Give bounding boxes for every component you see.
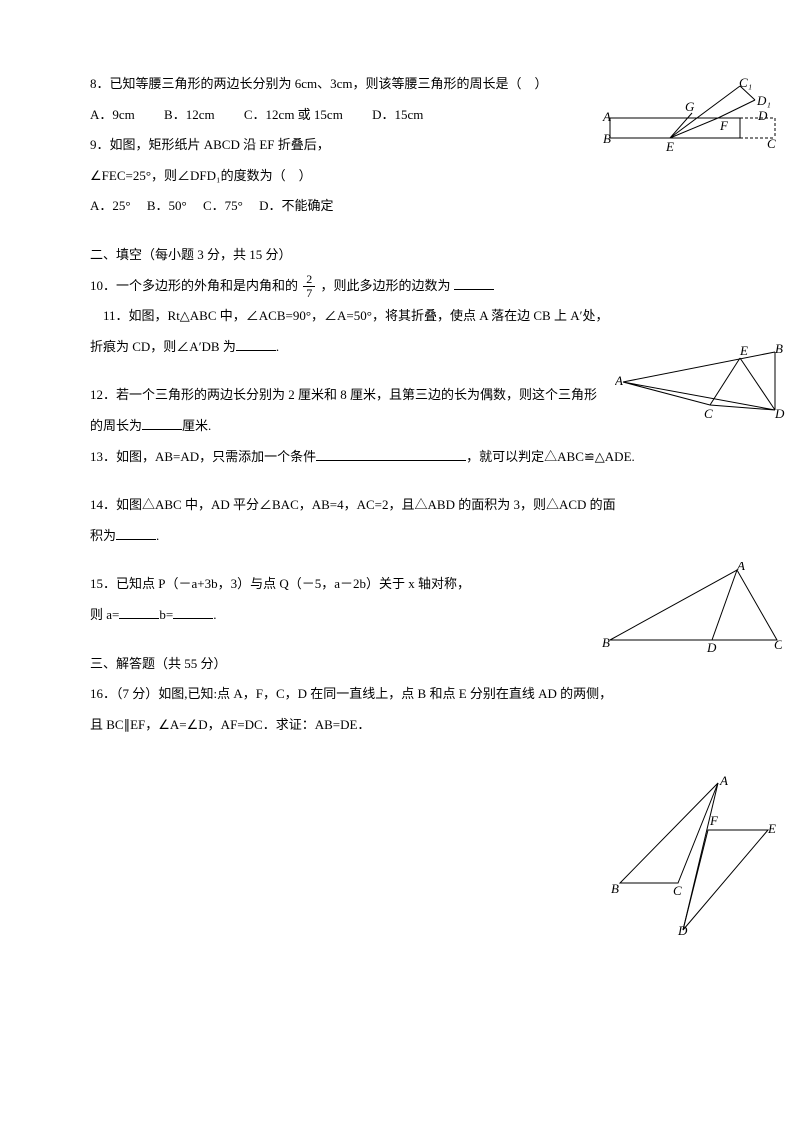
q15-pre: 则 a=	[90, 607, 119, 622]
label-D: D	[677, 923, 688, 935]
q11-line1: 11．如图，Rt△ABC 中，∠ACB=90°，∠A=50°，将其折叠，使点 A…	[90, 302, 740, 331]
q16-diagram: A B C D E F	[608, 775, 778, 935]
q8-optA: A．9cm	[90, 107, 135, 122]
label-A: A	[736, 562, 745, 573]
label-A: A	[615, 373, 623, 388]
label-B: B	[611, 881, 619, 896]
q9-optB: B．50°	[147, 198, 187, 213]
q9-optC: C．75°	[203, 198, 243, 213]
label-B: B	[775, 341, 783, 356]
section3-heading: 三、解答题（共 55 分）	[90, 650, 740, 679]
label-D1: D₁	[756, 93, 771, 108]
label-F: F	[719, 118, 729, 133]
q12-blank	[142, 417, 182, 430]
label-D: D	[757, 108, 768, 123]
label-A: A	[602, 109, 611, 124]
q14-diagram: A B C D	[602, 562, 782, 652]
q11-post: .	[276, 339, 279, 354]
q14-blank	[116, 527, 156, 540]
label-C: C	[673, 883, 682, 898]
q14-line2: 积为.	[90, 522, 740, 551]
q10-num: 2	[303, 273, 315, 287]
q13-blank	[316, 448, 466, 461]
q12-post: 厘米.	[182, 418, 211, 433]
label-B: B	[603, 131, 611, 146]
section2-heading: 二、填空（每小题 3 分，共 15 分）	[90, 241, 740, 270]
q13: 13．如图，AB=AD，只需添加一个条件 ，就可以判定△ABC≌△ADE.	[90, 443, 740, 472]
q15-mid: b=	[159, 607, 173, 622]
q11-diagram: A B C D E	[615, 340, 785, 420]
q8-optC: C．12cm 或 15cm	[244, 107, 343, 122]
q8-optB: B．12cm	[164, 107, 215, 122]
q12-pre: 的周长为	[90, 418, 142, 433]
q9-diagram: A B C D E F G C₁ D₁	[600, 78, 780, 168]
label-C: C	[774, 637, 782, 652]
q15-blank2	[173, 606, 213, 619]
q10-pre: 10．一个多边形的外角和是内角和的	[90, 278, 298, 293]
q15-post: .	[213, 607, 216, 622]
q8-optD: D．15cm	[372, 107, 423, 122]
label-F: F	[709, 813, 719, 828]
q10-den: 7	[303, 287, 315, 300]
label-C1: C₁	[739, 78, 752, 90]
label-E: E	[739, 343, 748, 358]
q14-post: .	[156, 528, 159, 543]
q13-post: ，就可以判定△ABC≌△ADE.	[466, 449, 635, 464]
fraction-icon: 2 7	[303, 273, 315, 300]
q10-post: ，则此多边形的边数为	[321, 278, 454, 293]
q11-pre: 折痕为 CD，则∠A′DB 为	[90, 339, 236, 354]
label-D: D	[774, 406, 785, 420]
q11-blank	[236, 338, 276, 351]
q14-line1: 14．如图△ABC 中，AD 平分∠BAC，AB=4，AC=2，且△ABD 的面…	[90, 491, 740, 520]
q15-blank1	[119, 606, 159, 619]
label-C: C	[767, 136, 776, 151]
label-G: G	[685, 99, 695, 114]
label-C: C	[704, 406, 713, 420]
label-E: E	[767, 821, 776, 836]
q10: 10．一个多边形的外角和是内角和的 2 7 ，则此多边形的边数为	[90, 272, 740, 301]
q16-line2: 且 BC∥EF，∠A=∠D，AF=DC．求证：AB=DE．	[90, 711, 740, 740]
label-D: D	[706, 640, 717, 652]
q9-optA: A．25°	[90, 198, 131, 213]
label-A: A	[719, 775, 728, 788]
q13-pre: 13．如图，AB=AD，只需添加一个条件	[90, 449, 316, 464]
label-E: E	[665, 139, 674, 154]
q9-options: A．25° B．50° C．75° D．不能确定	[90, 192, 740, 221]
q10-blank	[454, 277, 494, 290]
label-B: B	[602, 635, 610, 650]
q14-pre: 积为	[90, 528, 116, 543]
q16-line1: 16．（7 分）如图,已知:点 A，F，C，D 在同一直线上，点 B 和点 E …	[90, 680, 740, 709]
q9-optD: D．不能确定	[259, 198, 333, 213]
